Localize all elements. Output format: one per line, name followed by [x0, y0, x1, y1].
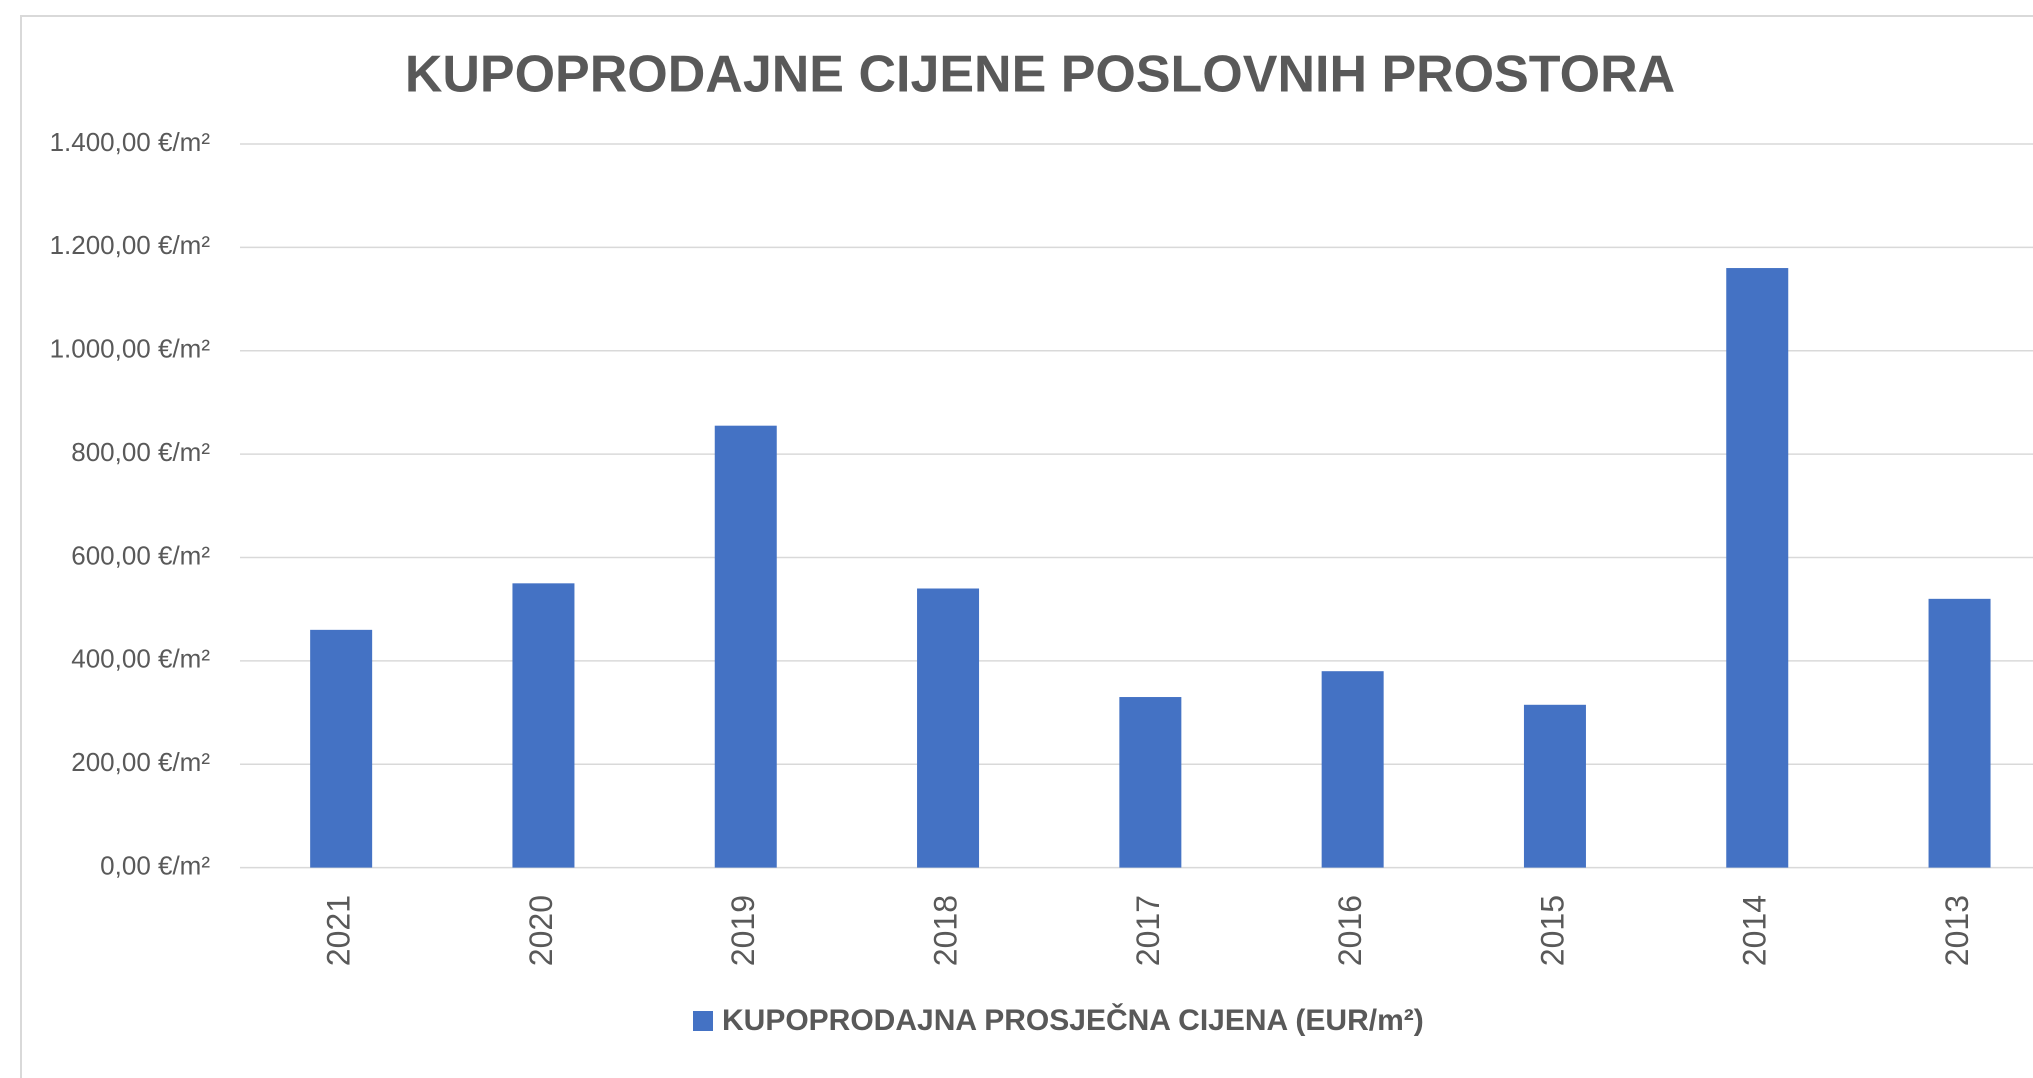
bar [917, 588, 980, 868]
x-tick-label: 2017 [1130, 895, 1166, 966]
legend-swatch [693, 1011, 713, 1031]
bar [310, 629, 373, 868]
bar [1928, 598, 1991, 868]
x-tick-label: 2020 [523, 895, 559, 966]
x-tick-label: 2019 [725, 895, 761, 966]
bar [1119, 697, 1182, 868]
bar [1726, 268, 1789, 868]
bar [1321, 671, 1384, 868]
y-tick-label: 0,00 €/m² [100, 850, 210, 880]
y-tick-label: 400,00 €/m² [71, 644, 210, 674]
y-tick-label: 800,00 €/m² [71, 437, 210, 467]
x-tick-label: 2016 [1332, 895, 1368, 966]
legend-label: KUPOPRODAJNA PROSJEČNA CIJENA (EUR/m²) [722, 1003, 1424, 1037]
bar [1523, 704, 1586, 868]
x-tick-label: 2015 [1534, 895, 1570, 966]
y-tick-label: 200,00 €/m² [71, 747, 210, 777]
x-tick-label: 2013 [1939, 895, 1975, 966]
x-tick-label: 2021 [321, 895, 357, 966]
y-tick-label: 600,00 €/m² [71, 540, 210, 570]
bar [512, 583, 575, 868]
y-tick-label: 1.400,00 €/m² [50, 127, 211, 157]
bar [714, 425, 777, 868]
y-tick-label: 1.000,00 €/m² [50, 334, 211, 364]
chart-border [20, 15, 2033, 1078]
x-tick-label: 2018 [928, 895, 964, 966]
y-tick-label: 1.200,00 €/m² [50, 230, 211, 260]
chart-title: KUPOPRODAJNE CIJENE POSLOVNIH PROSTORA [405, 46, 1675, 104]
x-tick-label: 2014 [1737, 895, 1773, 966]
